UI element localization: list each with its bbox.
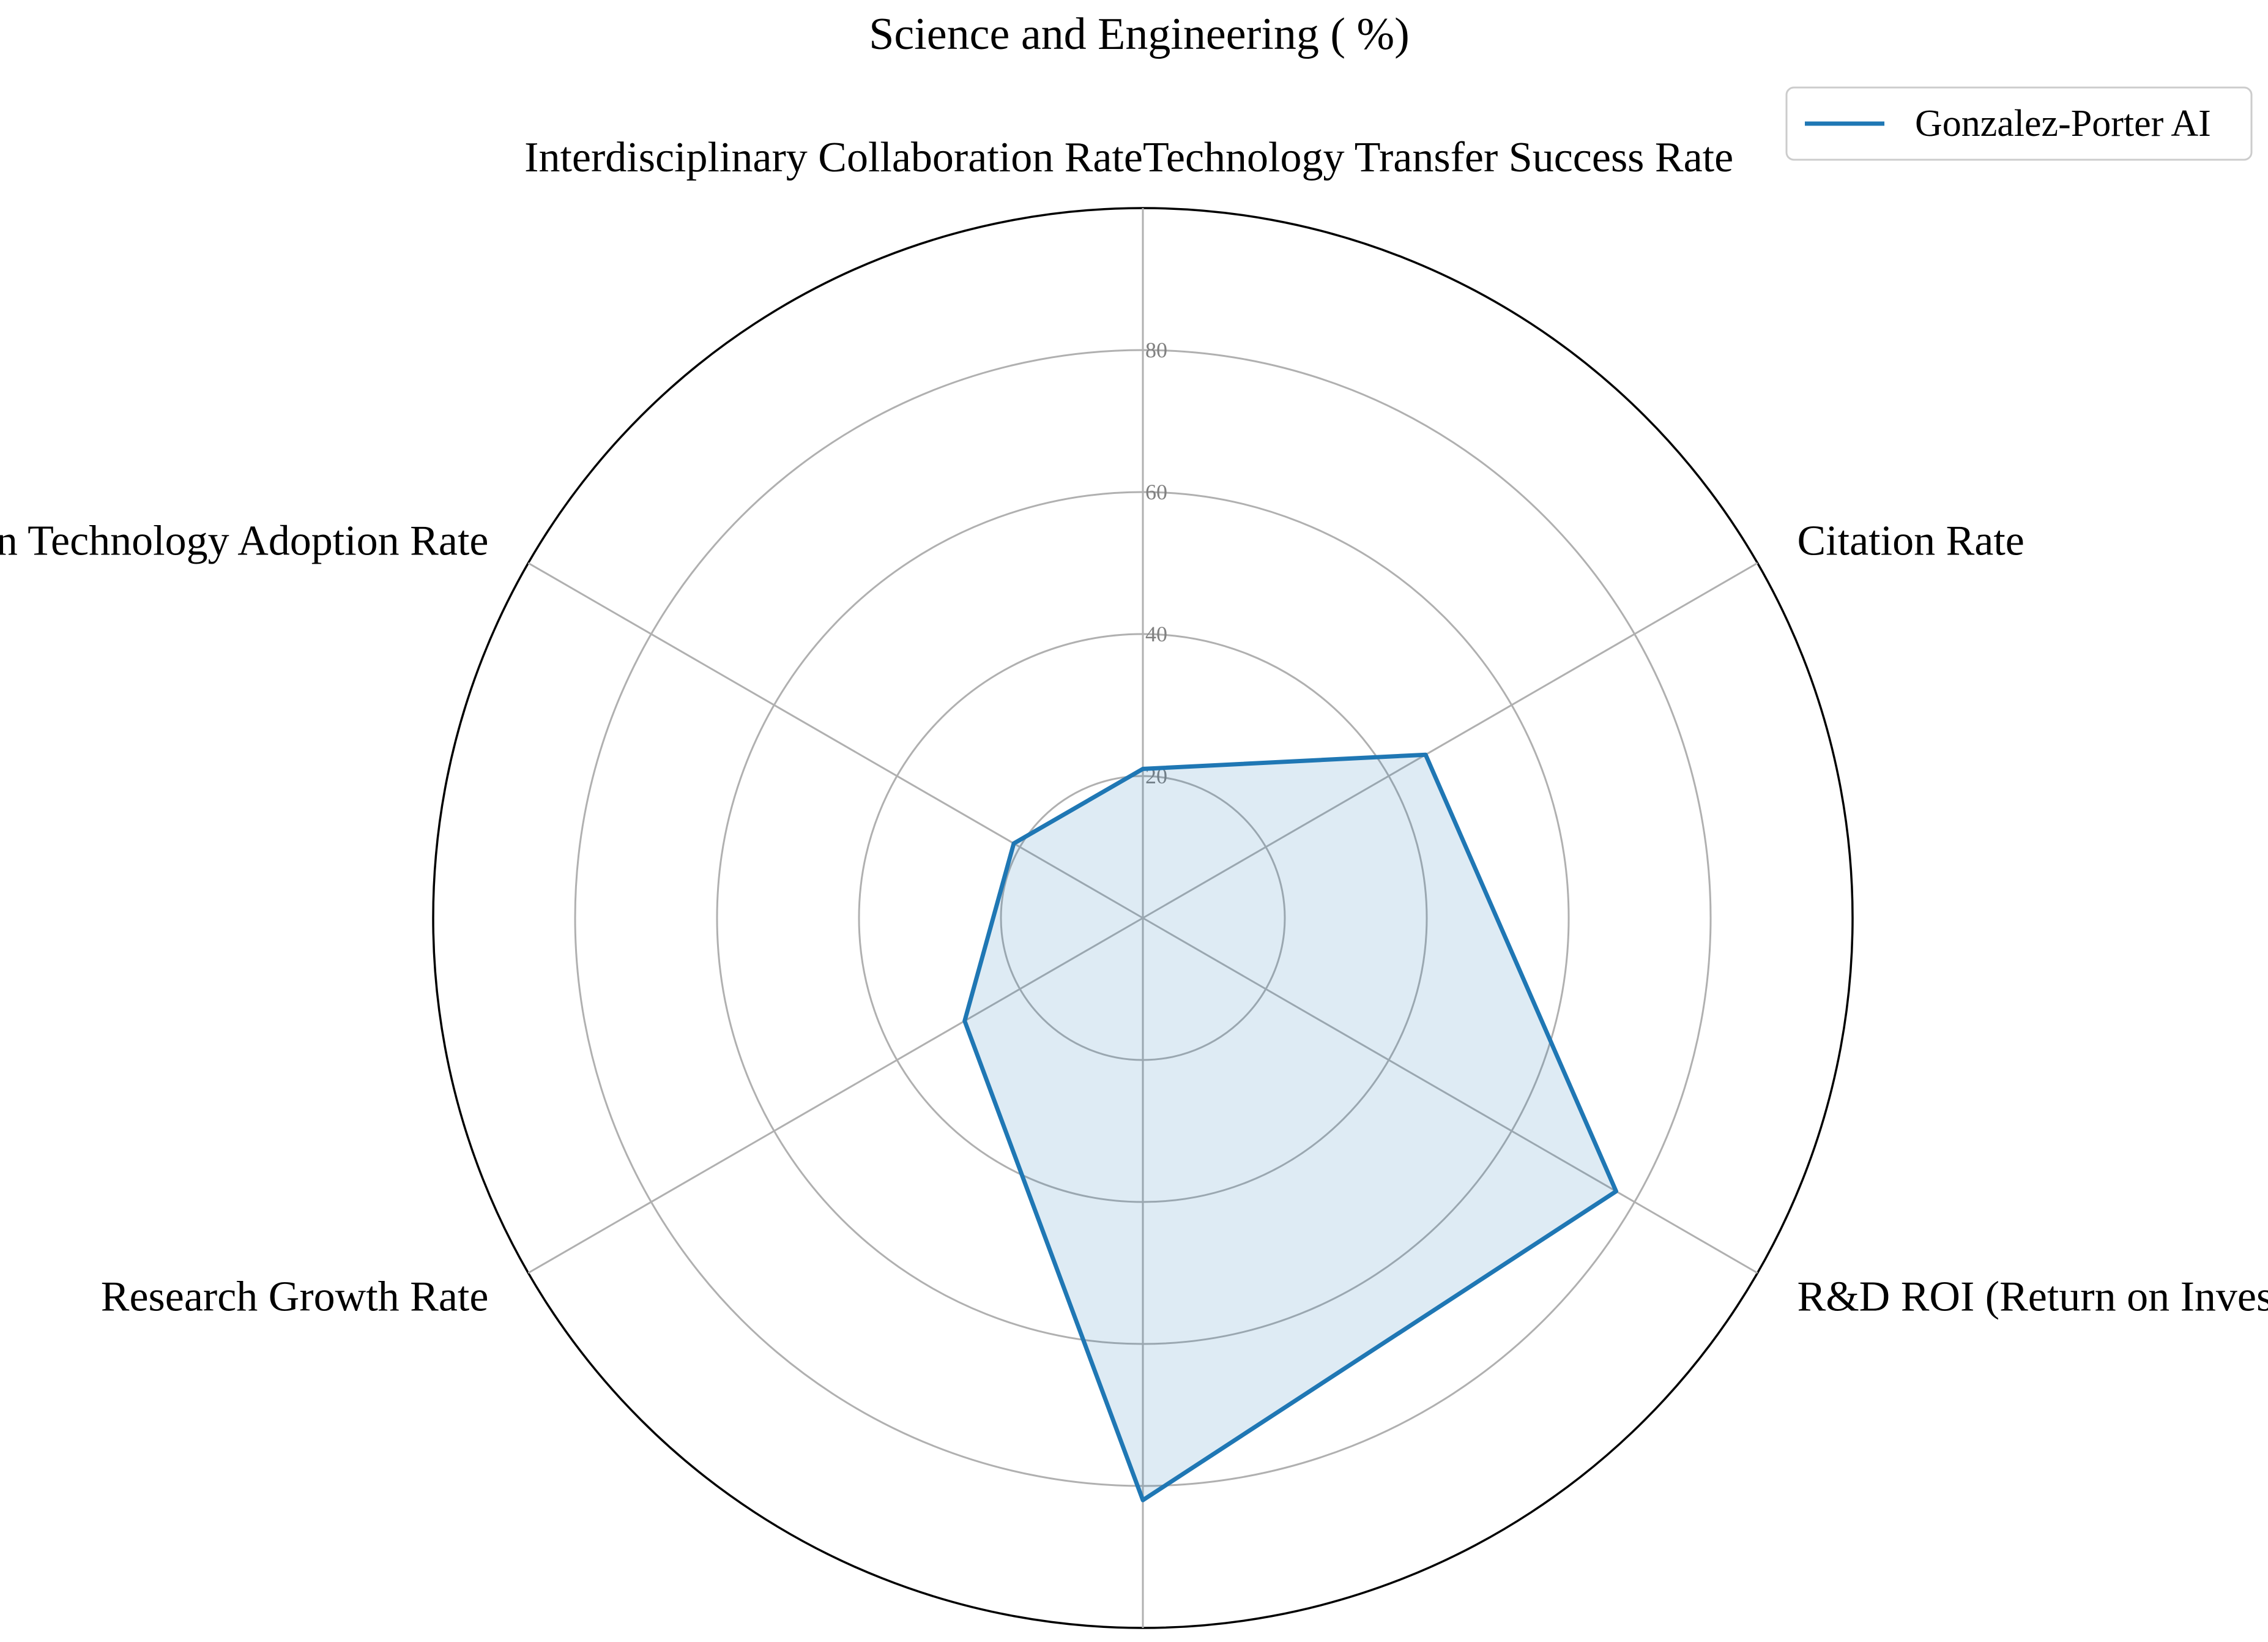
r-tick-label-40: 40 [1145,622,1167,646]
axis-label-1: Citation Rate [1798,518,2024,565]
spoke-4 [527,917,1143,1274]
axis-label-4: Research Growth Rate [101,1274,489,1321]
axis-label-0: Technology Transfer Success Rate [1143,134,1733,181]
axis-label-3: Interdisciplinary Collaboration Rate [524,134,1143,181]
axis-label-5: Green Technology Adoption Rate [0,518,488,565]
r-tick-label-60: 60 [1145,480,1167,504]
axis-label-layer: Technology Transfer Success Rate Citation… [0,134,2268,1321]
spoke-2 [1142,917,1758,1274]
chart-title: Science and Engineering ( %) [869,9,1410,59]
legend-box [1785,86,2253,161]
spoke-1 [1142,562,1758,919]
series-fill-0 [964,755,1616,1501]
spoke-5 [527,562,1143,919]
series-layer [962,752,1618,1502]
r-tick-label-80: 80 [1145,338,1167,362]
axis-label-2: R&D ROI (Return on Investment) [1798,1274,2268,1321]
legend: Gonzalez-Porter AI [1785,86,2253,161]
legend-entry-label: Gonzalez-Porter AI [1915,103,2211,144]
